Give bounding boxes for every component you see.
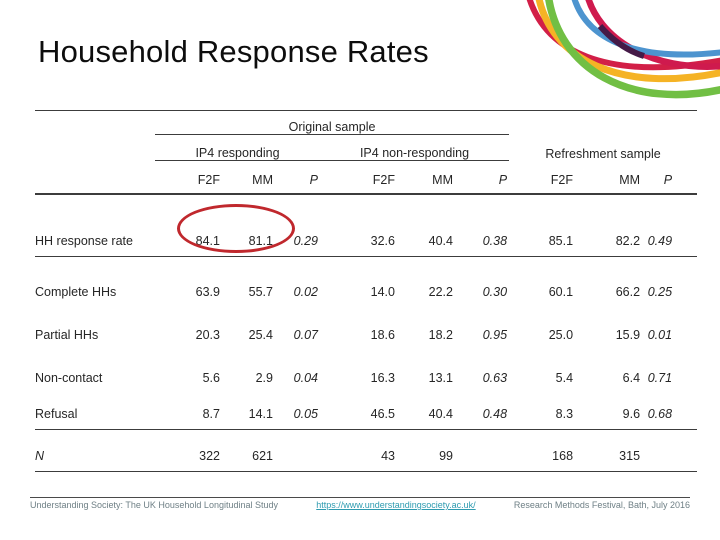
cell-value: 14.0 bbox=[370, 285, 395, 299]
col-header-mm: MM bbox=[575, 160, 643, 195]
cell-value bbox=[275, 429, 320, 472]
cell-value: 0.02 bbox=[293, 285, 318, 299]
col-header-p: P bbox=[455, 160, 510, 195]
col-header-f2f: F2F bbox=[320, 160, 397, 195]
response-rates-table: Original sample Refreshment sample IP4 r… bbox=[35, 110, 698, 472]
header-spacer bbox=[35, 160, 155, 195]
cell-value: 14.1 bbox=[222, 393, 275, 430]
table-row: Complete HHs 63.9 55.7 0.02 14.0 22.2 0.… bbox=[35, 257, 697, 308]
cell-value: 40.4 bbox=[397, 194, 455, 257]
cell-value: 25.0 bbox=[548, 328, 574, 342]
cell-value: 0.38 bbox=[455, 194, 510, 257]
table-row: Non-contact 5.6 2.9 0.04 16.3 13.1 0.63 … bbox=[35, 350, 697, 393]
swoosh-green-curve bbox=[545, 0, 720, 99]
cell-value: 15.9 bbox=[615, 328, 641, 342]
cell-value: 168 bbox=[509, 429, 576, 472]
cell-value: 0.49 bbox=[642, 194, 698, 257]
swoosh-yellow-curve bbox=[535, 0, 720, 83]
cell-value: 6.4 bbox=[622, 371, 641, 385]
swoosh-dark-overlap bbox=[597, 24, 645, 59]
footer-divider bbox=[30, 497, 690, 498]
cell-value: 5.6 bbox=[202, 371, 220, 385]
subgroup-header-ip4-responding: IP4 responding bbox=[155, 134, 320, 161]
cell-value: 0.63 bbox=[482, 371, 508, 385]
cell-value: 85.1 bbox=[509, 194, 576, 257]
footer-website-link[interactable]: https://www.understandingsociety.ac.uk/ bbox=[316, 500, 476, 510]
cell-value: 43 bbox=[320, 429, 397, 472]
header-spacer bbox=[35, 110, 155, 135]
table-row: Refusal 8.7 14.1 0.05 46.5 40.4 0.48 8.3… bbox=[35, 393, 698, 430]
brand-swoosh-graphic bbox=[526, 0, 720, 99]
cell-value: 66.2 bbox=[615, 285, 641, 299]
cell-value: 25.4 bbox=[248, 328, 273, 342]
row-label: Refusal bbox=[35, 393, 155, 430]
cell-value bbox=[455, 429, 510, 472]
cell-value: 8.3 bbox=[509, 393, 576, 430]
cell-value: 0.30 bbox=[482, 285, 508, 299]
col-header-mm: MM bbox=[222, 160, 275, 195]
cell-value: 20.3 bbox=[195, 328, 220, 342]
footer-event-label: Research Methods Festival, Bath, July 20… bbox=[513, 500, 690, 510]
cell-value: 40.4 bbox=[397, 393, 455, 430]
col-header-f2f: F2F bbox=[509, 160, 576, 195]
cell-value: 322 bbox=[155, 429, 222, 472]
cell-value: 13.1 bbox=[428, 371, 453, 385]
cell-value: 63.9 bbox=[195, 285, 220, 299]
header-spacer bbox=[35, 135, 155, 161]
cell-value: 18.2 bbox=[428, 328, 453, 342]
highlight-ellipse-annotation bbox=[177, 204, 295, 253]
cell-value: 8.7 bbox=[155, 393, 222, 430]
cell-value: 55.7 bbox=[248, 285, 273, 299]
col-header-mm: MM bbox=[397, 160, 455, 195]
table-row: Partial HHs 20.3 25.4 0.07 18.6 18.2 0.9… bbox=[35, 307, 697, 350]
cell-value: 0.07 bbox=[293, 328, 318, 342]
footer-study-label: Understanding Society: The UK Household … bbox=[30, 500, 278, 510]
cell-value: 0.95 bbox=[482, 328, 508, 342]
cell-value: 46.5 bbox=[320, 393, 397, 430]
col-header-f2f: F2F bbox=[155, 160, 222, 195]
cell-value: 0.05 bbox=[275, 393, 320, 430]
cell-value bbox=[642, 429, 698, 472]
subgroup-header-ip4-non-responding: IP4 non-responding bbox=[320, 134, 510, 161]
cell-value: 16.3 bbox=[370, 371, 395, 385]
cell-value: 9.6 bbox=[575, 393, 643, 430]
page-title: Household Response Rates bbox=[38, 34, 429, 69]
row-label: Non-contact bbox=[35, 371, 103, 385]
cell-value: 0.01 bbox=[647, 328, 673, 342]
cell-value: 5.4 bbox=[555, 371, 574, 385]
col-header-p: P bbox=[275, 160, 320, 195]
cell-value: 0.04 bbox=[293, 371, 318, 385]
row-label: Complete HHs bbox=[35, 285, 117, 299]
cell-value: 0.25 bbox=[647, 285, 673, 299]
cell-value: 0.71 bbox=[647, 371, 673, 385]
cell-value: 315 bbox=[575, 429, 643, 472]
cell-value: 82.2 bbox=[575, 194, 643, 257]
cell-value: 99 bbox=[397, 429, 455, 472]
footer: Understanding Society: The UK Household … bbox=[30, 500, 690, 510]
cell-value: 621 bbox=[222, 429, 275, 472]
group-header-original-sample: Original sample bbox=[155, 110, 510, 135]
cell-value: 0.48 bbox=[455, 393, 510, 430]
cell-value: 0.68 bbox=[642, 393, 698, 430]
cell-value: 2.9 bbox=[255, 371, 273, 385]
table-row: N 322 621 43 99 168 315 bbox=[35, 429, 698, 472]
group-header-refreshment-sample: Refreshment sample bbox=[509, 110, 698, 161]
row-label: N bbox=[35, 429, 155, 472]
row-label: Partial HHs bbox=[35, 328, 99, 342]
cell-value: 60.1 bbox=[548, 285, 574, 299]
row-label: HH response rate bbox=[35, 194, 155, 257]
table-row: HH response rate 84.1 81.1 0.29 32.6 40.… bbox=[35, 194, 698, 257]
cell-value: 18.6 bbox=[370, 328, 395, 342]
cell-value: 32.6 bbox=[320, 194, 397, 257]
col-header-p: P bbox=[642, 160, 698, 195]
cell-value: 22.2 bbox=[428, 285, 453, 299]
